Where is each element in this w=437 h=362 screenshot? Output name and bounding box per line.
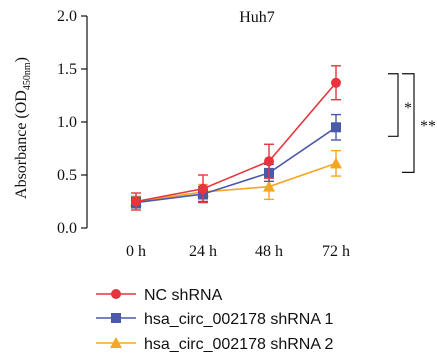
y-axis-label: Absorbance (OD450nm) <box>13 57 33 199</box>
series-line <box>135 126 337 204</box>
series-1 <box>131 65 341 211</box>
x-tick-label: 0 h <box>126 243 146 260</box>
axes: 0.0 0.5 1.0 1.5 2.0 0 h 24 h 48 h 72 h <box>57 8 350 260</box>
legend-label: hsa_circ_002178 shRNA 2 <box>144 336 334 353</box>
x-tick-label: 48 h <box>255 243 283 260</box>
chart-title: Huh7 <box>239 9 275 26</box>
significance-bracket <box>388 73 399 137</box>
data-point <box>264 156 274 167</box>
legend-item-2: hsa_circ_002178 shRNA 1 <box>96 311 334 328</box>
data-point <box>198 183 208 194</box>
legend: NC shRNA hsa_circ_002178 shRNA 1 hsa_circ_… <box>96 287 334 353</box>
legend-label: hsa_circ_002178 shRNA 1 <box>144 311 334 328</box>
y-axis-label-subscript: 450nm <box>22 62 33 90</box>
y-axis-label-main: Absorbance (OD <box>13 90 30 199</box>
legend-marker <box>110 337 122 348</box>
x-tick-label: 24 h <box>189 243 217 260</box>
y-axis-label-close: ) <box>13 57 30 62</box>
legend-marker <box>111 313 121 323</box>
significance-bracket <box>402 73 415 173</box>
y-tick-label: 0.5 <box>57 167 77 184</box>
legend-item-3: hsa_circ_002178 shRNA 2 <box>96 336 334 353</box>
series-3 <box>130 149 342 208</box>
significance-label: ** <box>420 118 436 135</box>
y-tick-label: 0.0 <box>57 220 77 237</box>
data-point <box>131 196 141 207</box>
series-2 <box>131 113 341 209</box>
y-tick-label: 2.0 <box>57 8 77 25</box>
significance-annotations: *** <box>388 73 436 173</box>
series-line <box>135 162 337 203</box>
significance-label: * <box>404 100 412 117</box>
legend-label: NC shRNA <box>144 287 223 304</box>
data-point <box>331 77 341 88</box>
y-tick-label: 1.5 <box>57 61 77 78</box>
data-point <box>330 157 342 169</box>
x-tick-label: 72 h <box>322 243 350 260</box>
data-point <box>263 180 275 192</box>
series-layer <box>130 65 342 211</box>
data-point <box>331 122 341 133</box>
y-tick-label: 1.0 <box>57 114 77 131</box>
legend-item-1: NC shRNA <box>96 287 223 304</box>
series-line <box>135 82 337 203</box>
legend-marker <box>111 289 121 299</box>
